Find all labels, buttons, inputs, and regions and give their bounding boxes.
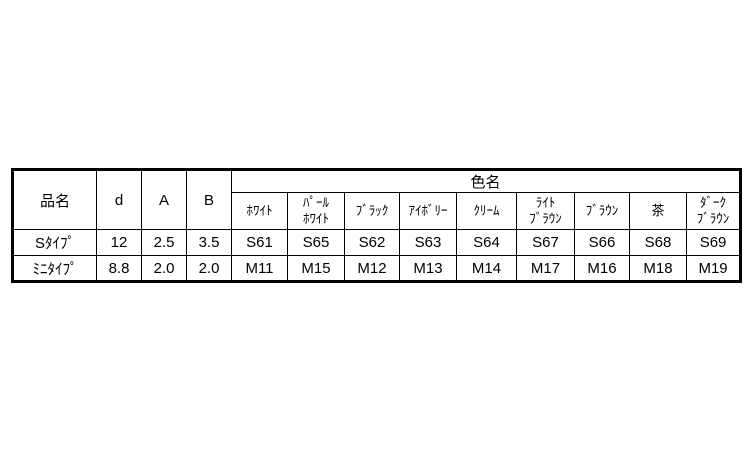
color-code-cell: S62 <box>344 229 400 256</box>
color-code-cell: M11 <box>231 255 288 282</box>
header-color-ivory: ｱｲﾎﾞﾘｰ <box>399 192 457 230</box>
product-spec-table: 品名 d A B 色名 ﾎﾜｲﾄ ﾊﾟｰﾙ ﾎﾜｲﾄ ﾌﾞﾗｯｸ ｱｲﾎﾞﾘｰ … <box>11 168 743 283</box>
color-code-cell: S61 <box>231 229 288 256</box>
color-code-cell: S65 <box>287 229 345 256</box>
header-color-group: 色名 <box>230 169 742 193</box>
header-d: d <box>96 169 142 230</box>
header-row-colors: ﾎﾜｲﾄ ﾊﾟｰﾙ ﾎﾜｲﾄ ﾌﾞﾗｯｸ ｱｲﾎﾞﾘｰ ｸﾘｰﾑ ﾗｲﾄ ﾌﾞﾗ… <box>13 192 742 230</box>
header-color-cream: ｸﾘｰﾑ <box>456 192 517 230</box>
header-color-brown: ﾌﾞﾗｳﾝ <box>574 192 630 230</box>
product-name-cell: ﾐﾆﾀｲﾌﾟ <box>12 255 97 282</box>
color-code-cell: S68 <box>629 229 687 256</box>
header-color-tea: 茶 <box>629 192 687 230</box>
color-code-cell: M17 <box>516 255 575 282</box>
spec-a-cell: 2.0 <box>141 255 187 282</box>
color-code-cell: S63 <box>399 229 457 256</box>
header-color-pearl-white: ﾊﾟｰﾙ ﾎﾜｲﾄ <box>287 192 345 230</box>
header-product-name: 品名 <box>12 169 97 230</box>
color-code-cell: M19 <box>685 255 742 282</box>
spec-a-cell: 2.5 <box>141 229 187 256</box>
color-code-cell: M16 <box>574 255 630 282</box>
color-code-cell: M13 <box>399 255 457 282</box>
color-code-cell: M18 <box>629 255 687 282</box>
header-color-light-brown: ﾗｲﾄ ﾌﾞﾗｳﾝ <box>516 192 575 230</box>
header-a: A <box>141 169 187 230</box>
header-color-black: ﾌﾞﾗｯｸ <box>344 192 400 230</box>
spec-d-cell: 8.8 <box>96 255 142 282</box>
color-code-cell: S69 <box>685 229 742 256</box>
product-name-cell: Sﾀｲﾌﾟ <box>12 229 97 256</box>
table-row-mini-type: ﾐﾆﾀｲﾌﾟ 8.8 2.0 2.0 M11 M15 M12 M13 M14 M… <box>12 255 742 282</box>
spec-b-cell: 3.5 <box>186 229 232 256</box>
color-code-cell: M12 <box>344 255 400 282</box>
spec-b-cell: 2.0 <box>186 255 232 282</box>
spec-d-cell: 12 <box>96 229 142 256</box>
header-color-dark-brown: ﾀﾞｰｸ ﾌﾞﾗｳﾝ <box>685 192 742 230</box>
color-code-cell: M14 <box>456 255 517 282</box>
color-code-cell: M15 <box>287 255 345 282</box>
header-row-group: 品名 d A B 色名 <box>12 169 742 230</box>
color-code-cell: S66 <box>574 229 630 256</box>
color-code-cell: S67 <box>516 229 575 256</box>
header-color-white: ﾎﾜｲﾄ <box>231 192 288 230</box>
spec-table-container: 品名 d A B 色名 ﾎﾜｲﾄ ﾊﾟｰﾙ ﾎﾜｲﾄ ﾌﾞﾗｯｸ ｱｲﾎﾞﾘｰ … <box>11 168 743 283</box>
color-code-cell: S64 <box>456 229 517 256</box>
table-row-s-type: Sﾀｲﾌﾟ 12 2.5 3.5 S61 S65 S62 S63 S64 S67… <box>12 229 742 256</box>
header-b: B <box>186 169 232 230</box>
